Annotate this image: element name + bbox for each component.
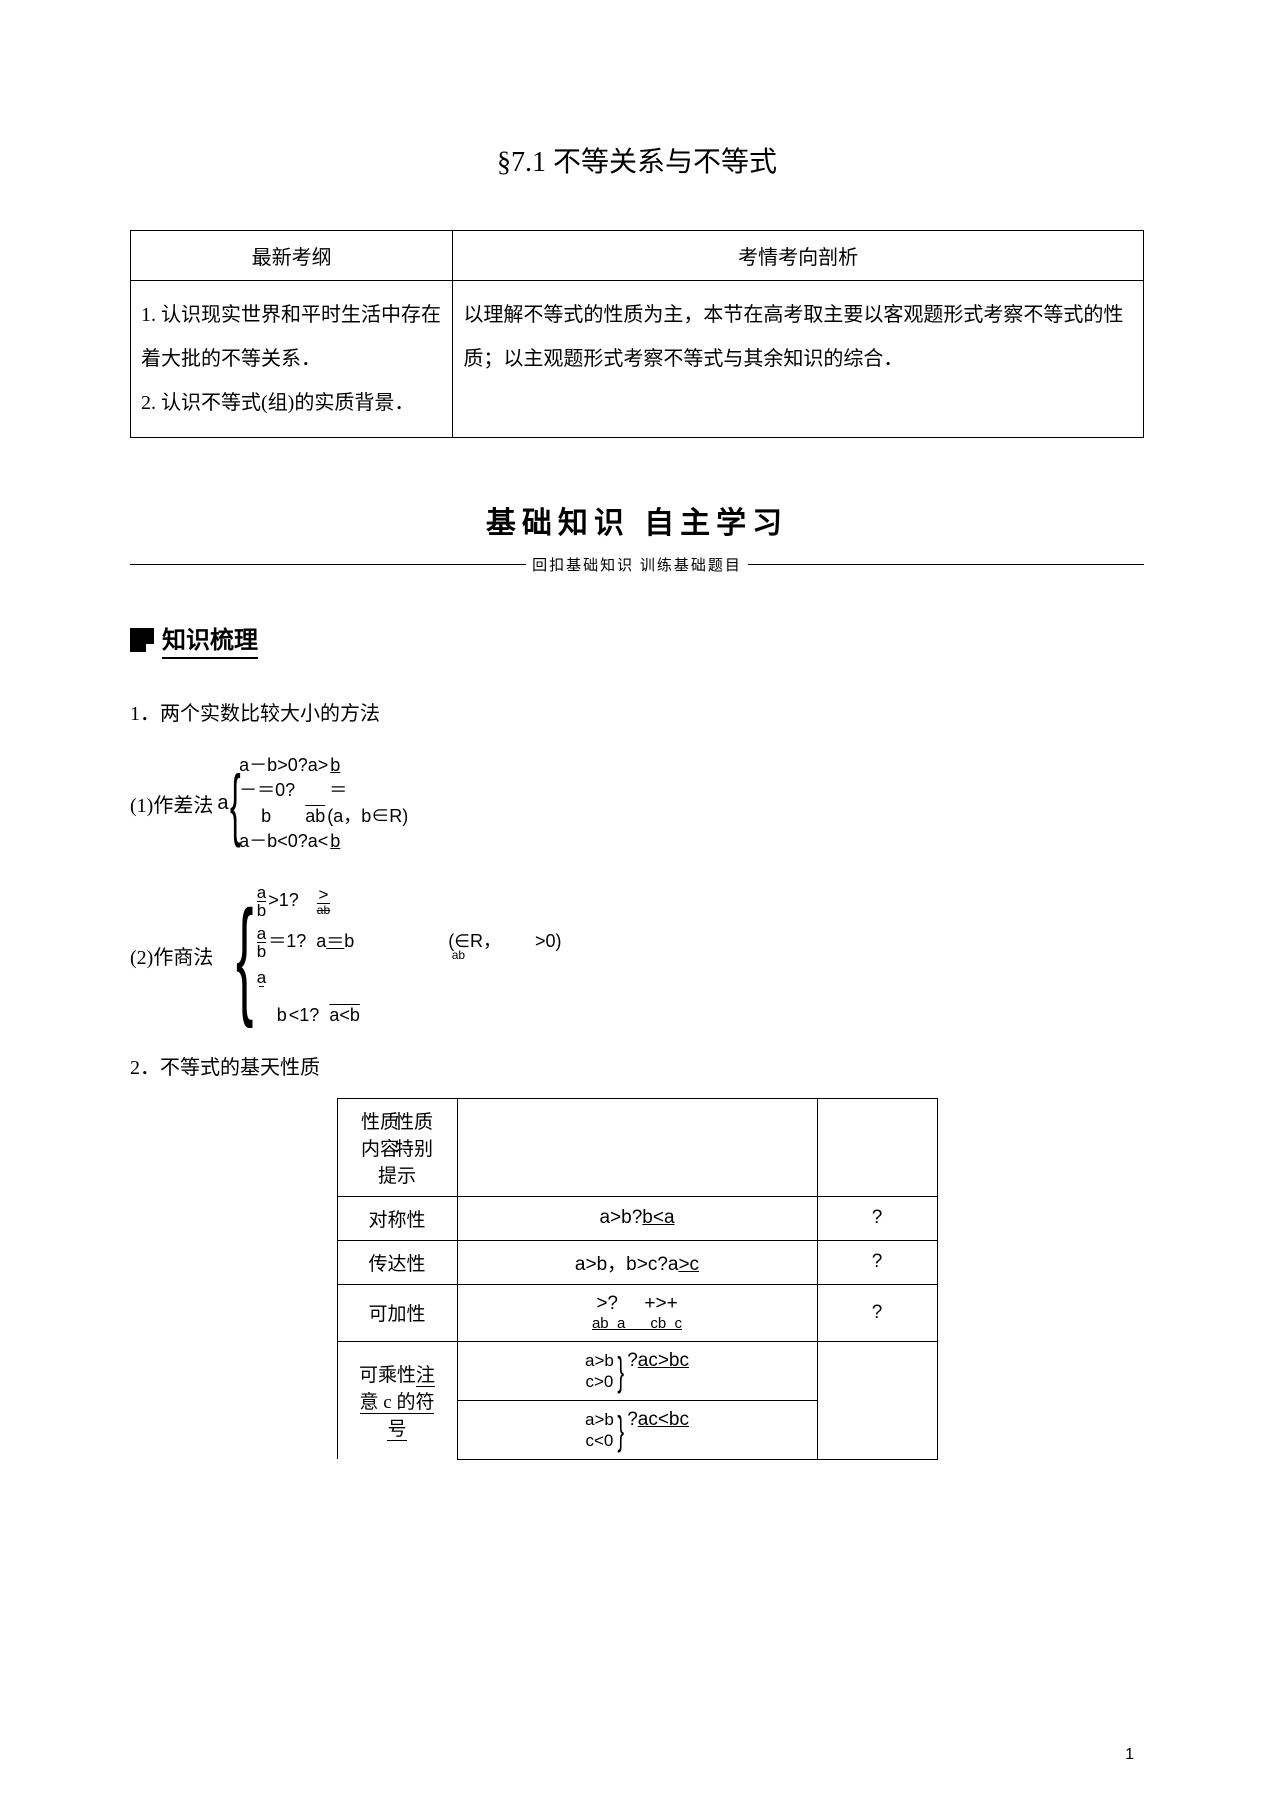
method2-content: ab >1? >ab ab ＝1? a＝b (∈R， >0) ab	[257, 884, 562, 1028]
m2-r3-den	[259, 986, 264, 1004]
subsection-marker-icon	[130, 628, 154, 652]
m2-r3-rhs: a<b	[329, 1004, 360, 1027]
m1-line3c: (a，b∈R)	[327, 805, 408, 828]
props-row1-note: ?	[817, 1196, 937, 1240]
method1-var: a	[217, 792, 228, 815]
syllabus-header-left: 最新考纲	[131, 231, 453, 281]
m1-line3a: b	[261, 805, 271, 828]
method1-prefix: (1)作差法	[130, 789, 213, 818]
section-hero-subtitle: 回扣基础知识 训练基础题目	[526, 554, 748, 575]
method1-content: a－b>0?a>b －＝0? ＝ b ab(a，b∈R) a－b<0?a<b	[239, 754, 408, 854]
m2-r3-op: <1?	[289, 1004, 320, 1027]
page-title: §7.1 不等关系与不等式	[130, 140, 1144, 180]
props-row3-note: ?	[817, 1284, 937, 1342]
m1-line3b: ab	[305, 805, 325, 828]
props-row4-rhs1: ?ac>bc	[627, 1350, 689, 1371]
m2-r1-op: >1?	[268, 889, 299, 912]
m2-r1-den: b	[257, 901, 266, 919]
props-row4-content1: a>bc>0 } ?ac>bc	[457, 1342, 817, 1401]
subsection-label: 知识梳理	[162, 620, 258, 659]
props-row2-name: 传达性	[337, 1240, 457, 1284]
m1-line2a: －＝0?	[239, 779, 295, 802]
syllabus-right-cell: 以理解不等式的性质为主，本节在高考取主要以客观题形式考察不等式的性质；以主观题形…	[453, 281, 1144, 438]
props-row4-name: 可乘性注意 c 的符号	[337, 1342, 457, 1460]
method2-prefix: (2)作商法	[130, 941, 213, 970]
m2-r3-den2: b	[277, 1004, 287, 1027]
props-row4-rhs2: ?ac<bc	[627, 1409, 689, 1430]
props-row3-content: >? +>+ ab a cb c	[457, 1284, 817, 1342]
syllabus-table: 最新考纲 考情考向剖析 1. 认识现实世界和平时生活中存在着大批的不等关系． 2…	[130, 230, 1144, 438]
props-header-spacer	[457, 1098, 817, 1196]
m2-r2-num: a	[257, 925, 266, 942]
m2-r1-rhsden: ab	[317, 903, 330, 916]
m1-line2b: ＝	[329, 779, 347, 802]
props-row1-content: a>b?b<a	[457, 1196, 817, 1240]
m2-r1-rhs: >	[318, 886, 328, 903]
method-quotient: (2)作商法 { ab >1? >ab ab ＝1? a＝b (∈R，	[130, 884, 1144, 1028]
m1-line4b: b	[330, 830, 340, 853]
divider-left	[130, 564, 526, 565]
props-row4-content2: a>bc<0 } ?ac<bc	[457, 1401, 817, 1460]
m1-line1a: a－b>0?a>	[239, 754, 328, 777]
props-row3-name: 可加性	[337, 1284, 457, 1342]
section-hero: 基础知识 自主学习	[130, 498, 1144, 542]
props-merged-header: 性质性质内容特别提示	[337, 1098, 457, 1196]
m2-r1-num: a	[257, 884, 266, 901]
section-hero-sub: 回扣基础知识 训练基础题目	[130, 554, 1144, 575]
m2-r2-rhs: a＝b	[316, 930, 354, 953]
m2-r3-num: a	[257, 969, 266, 986]
item-2-heading: 2．不等式的基天性质	[130, 1048, 1144, 1088]
m2-r2-tailsub: ab	[452, 948, 465, 964]
brace-icon: {	[236, 904, 253, 1008]
brace-icon: {	[230, 772, 241, 836]
item-1-heading: 1．两个实数比较大小的方法	[130, 694, 1144, 734]
divider-right	[748, 564, 1144, 565]
section-hero-title: 基础知识 自主学习	[130, 498, 1144, 542]
props-row2-content: a>b，b>c?a>c	[457, 1240, 817, 1284]
method-difference: (1)作差法 a { a－b>0?a>b －＝0? ＝ b ab(a，b∈R)	[130, 754, 1144, 854]
props-row2-note: ?	[817, 1240, 937, 1284]
m2-r2-op: ＝1?	[268, 930, 306, 953]
m2-r2-den: b	[257, 942, 266, 960]
props-row4-note	[817, 1342, 937, 1460]
props-row1-name: 对称性	[337, 1196, 457, 1240]
m1-line1b: b	[330, 754, 340, 777]
properties-table: 性质性质内容特别提示 对称性 a>b?b<a ? 传达性 a>b，b>c?a>c…	[337, 1098, 938, 1460]
syllabus-left-cell: 1. 认识现实世界和平时生活中存在着大批的不等关系． 2. 认识不等式(组)的实…	[131, 281, 453, 438]
syllabus-header-right: 考情考向剖析	[453, 231, 1144, 281]
props-header-note	[817, 1098, 937, 1196]
subsection-heading: 知识梳理	[130, 620, 1144, 659]
page-number: 1	[1125, 1746, 1134, 1764]
m1-line4a: a－b<0?a<	[239, 830, 328, 853]
